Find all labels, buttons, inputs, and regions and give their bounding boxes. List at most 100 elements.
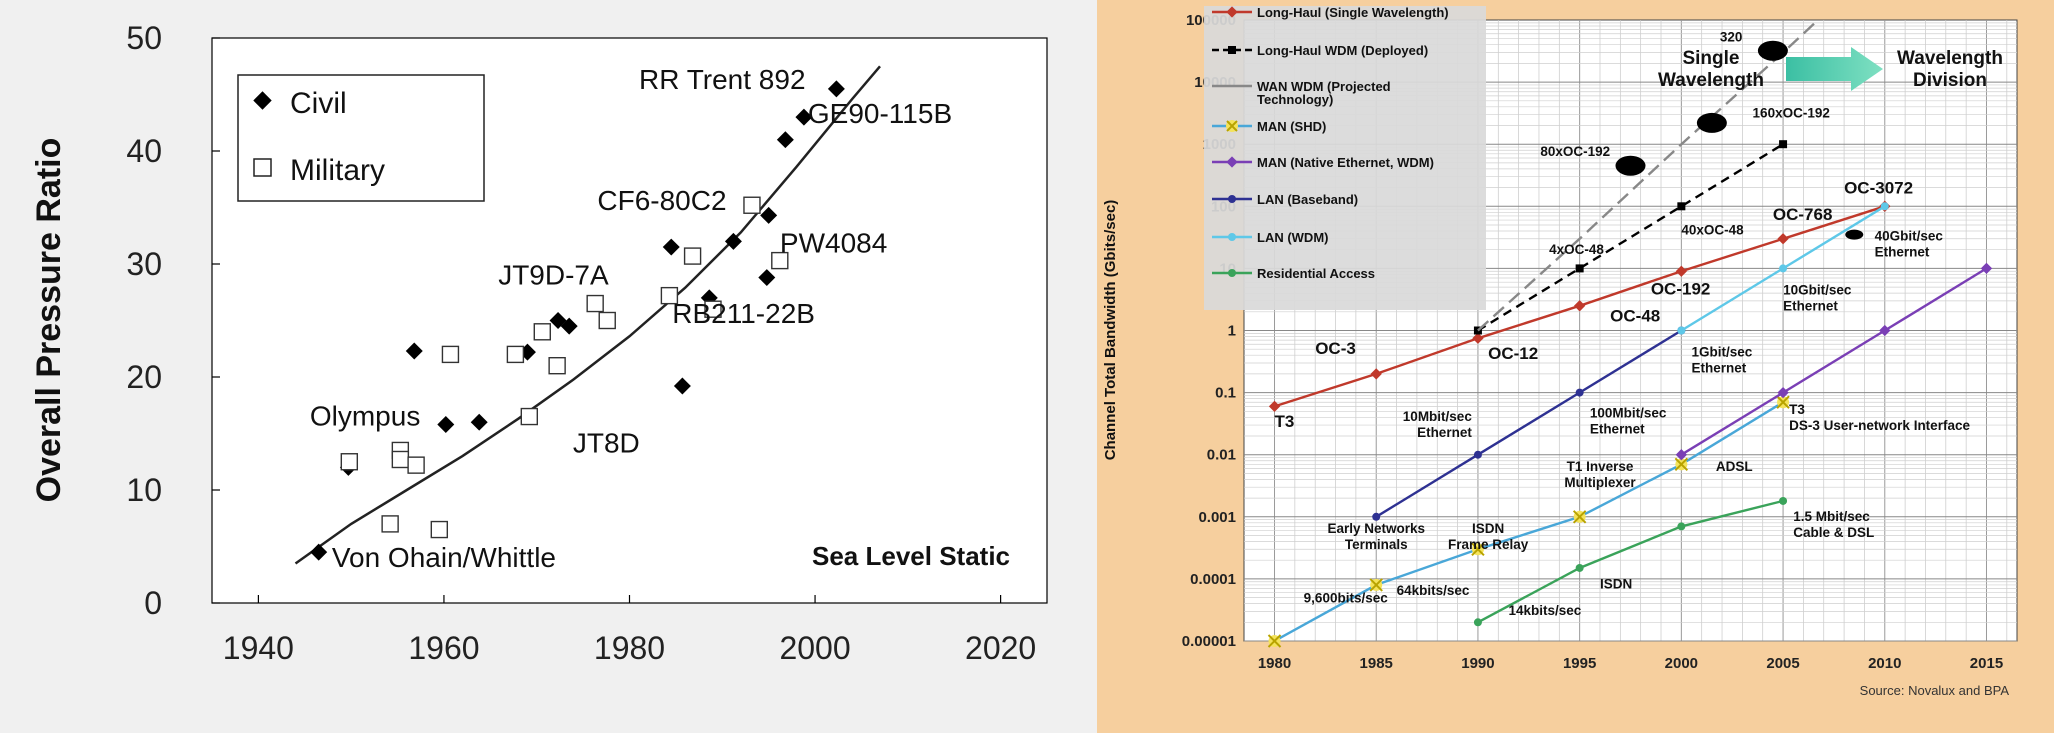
series-marker [1472, 332, 1484, 344]
legend-box [1204, 6, 1486, 310]
series-marker [1776, 395, 1790, 409]
series-marker [1677, 326, 1686, 335]
engine-label: GE90-115B [808, 98, 952, 129]
annotation-label-line: 80xOC-192 [1540, 144, 1610, 159]
y-tick-label: 30 [126, 246, 162, 282]
annotation-label: OC-3 [1315, 339, 1356, 358]
annotation-label-line: ISDN [1472, 521, 1504, 536]
annotation-label: OC-768 [1773, 205, 1833, 224]
military-point [743, 196, 761, 214]
annotation-label: T3 DS-3 User-network Interface [1789, 402, 1970, 433]
annotation-label: 40xOC-48 [1681, 223, 1744, 238]
y-tick-label: 0.01 [1207, 447, 1236, 464]
series-marker [1779, 496, 1788, 505]
annotation-label: OC-3072 [1844, 179, 1913, 198]
engine-label: Olympus [310, 401, 420, 432]
y-tick-label: 0.001 [1198, 509, 1236, 526]
series-marker [1473, 450, 1482, 459]
annotation-label-line: 320 [1720, 30, 1743, 45]
y-tick-label: 10 [126, 472, 162, 508]
military-point [683, 247, 702, 265]
arrow-to-line: Division [1913, 70, 1987, 91]
axes: 1940 1960 1980 2000 2020 0 10 20 30 40 50 [126, 20, 1036, 666]
pressure-ratio-chart: Overall Pressure Ratio 1940 1960 1980 2000 2… [0, 0, 1097, 733]
y-tick-label: 1 [1228, 323, 1236, 340]
legend-civil-marker [253, 91, 272, 110]
axes: 1980 1985 1990 1995 2000 2005 2010 2015 0.00001 0… [1182, 12, 2003, 672]
annotation-label-line: OC-12 [1488, 344, 1538, 363]
annotation-label: 9,600bits/sec [1304, 590, 1389, 605]
arrow-from-line: Single [1682, 48, 1739, 69]
annotation-label: Early Networks Terminals [1327, 521, 1425, 552]
x-tick-label: 1960 [408, 630, 479, 666]
y-tick-label: 50 [126, 20, 162, 56]
sea-level-static-annotation: Sea Level Static [812, 541, 1010, 571]
civil-point [776, 131, 794, 149]
x-tick-label: 1980 [1258, 655, 1291, 672]
legend-entry-label: LAN (Baseband) [1257, 192, 1358, 207]
arrow-from-line: Wavelength [1658, 70, 1764, 91]
civil-point [760, 206, 778, 224]
series-marker [1372, 512, 1381, 521]
annotation-label: 100Mbit/sec Ethernet [1590, 405, 1667, 436]
annotation-label-line: ADSL [1716, 459, 1753, 474]
annotation-label-line: Early Networks [1327, 521, 1425, 536]
y-axis-label: Channel Total Bandwidth (Gbits/sec) [1102, 200, 1119, 461]
single-wavelength-label: Single Wavelength [1658, 48, 1764, 91]
legend-entry-label-line: MAN (Native Ethernet, WDM) [1257, 155, 1434, 170]
military-point [598, 311, 616, 330]
annotation-label: ADSL [1716, 459, 1753, 474]
legend-swatch-marker [1228, 269, 1236, 277]
annotation-label: OC-48 [1610, 306, 1660, 325]
legend-entry-label: MAN (Native Ethernet, WDM) [1257, 155, 1434, 170]
series-line [1680, 267, 1988, 456]
annotation-label-line: OC-192 [1651, 279, 1711, 298]
y-tick-label: 0.00001 [1182, 633, 1236, 650]
series-marker [1575, 264, 1584, 273]
x-tick-label: 1940 [223, 630, 294, 666]
y-tick-label: 0.0001 [1190, 571, 1236, 588]
engine-label: RR Trent 892 [639, 64, 806, 95]
legend-swatch-marker [1226, 120, 1238, 132]
annotation-label: 1Gbit/sec Ethernet [1692, 345, 1753, 376]
legend-swatch-marker [1226, 156, 1238, 168]
annotation-label-line: Terminals [1345, 537, 1408, 552]
civil-point [470, 413, 488, 431]
bandwidth-chart: 1980 1985 1990 1995 2000 2005 2010 2015 0.00001 0… [1097, 0, 2054, 733]
x-tick-label: 1980 [594, 630, 665, 666]
capacity-blob [1615, 155, 1646, 176]
military-point [704, 300, 722, 318]
annotation-label-line: ISDN [1600, 577, 1632, 592]
legend-entry-label-line: LAN (WDM) [1257, 230, 1328, 245]
annotation-label-line: OC-48 [1610, 306, 1660, 325]
x-tick-label: 2000 [779, 630, 850, 666]
annotation-label-line: Ethernet [1692, 361, 1747, 376]
capacity-blobs [1615, 40, 1864, 240]
military-point [391, 450, 410, 469]
legend-entry-label: Residential Access [1257, 266, 1375, 281]
annotation-label-line: T3 [1789, 402, 1805, 417]
legend-entry-label-line: MAN (SHD) [1257, 119, 1326, 134]
legend-military-marker [253, 158, 272, 177]
annotation-label-line: Ethernet [1590, 421, 1645, 436]
annotation-label-line: OC-768 [1773, 205, 1833, 224]
capacity-blob [1696, 112, 1727, 133]
series-marker [1779, 264, 1788, 273]
annotation-label-line: Ethernet [1417, 425, 1472, 440]
x-tick-label: 2000 [1665, 655, 1698, 672]
wavelength-arrow: Single Wavelength Wavelength Division [1658, 47, 2003, 91]
legend-entry-label-line: Residential Access [1257, 266, 1375, 281]
legend: Long-Haul (Single Wavelength) Long-Haul W… [1204, 5, 1486, 310]
series-line [1273, 401, 1784, 641]
annotation-label-line: Multiplexer [1564, 475, 1636, 490]
annotation-label: T3 [1275, 412, 1295, 431]
series-marker [1267, 634, 1282, 648]
series-marker [1369, 578, 1383, 592]
legend-swatch-marker [1228, 233, 1236, 241]
annotation-label-line: 40Gbit/sec [1875, 229, 1944, 244]
series-line [1477, 20, 1820, 332]
annotation-label-line: DS-3 User-network Interface [1789, 418, 1970, 433]
civil-point [724, 232, 742, 250]
annotation-label-line: 10Mbit/sec [1403, 409, 1473, 424]
bandwidth-svg: 1980 1985 1990 1995 2000 2005 2010 2015 0.00001 0… [1097, 0, 2054, 733]
